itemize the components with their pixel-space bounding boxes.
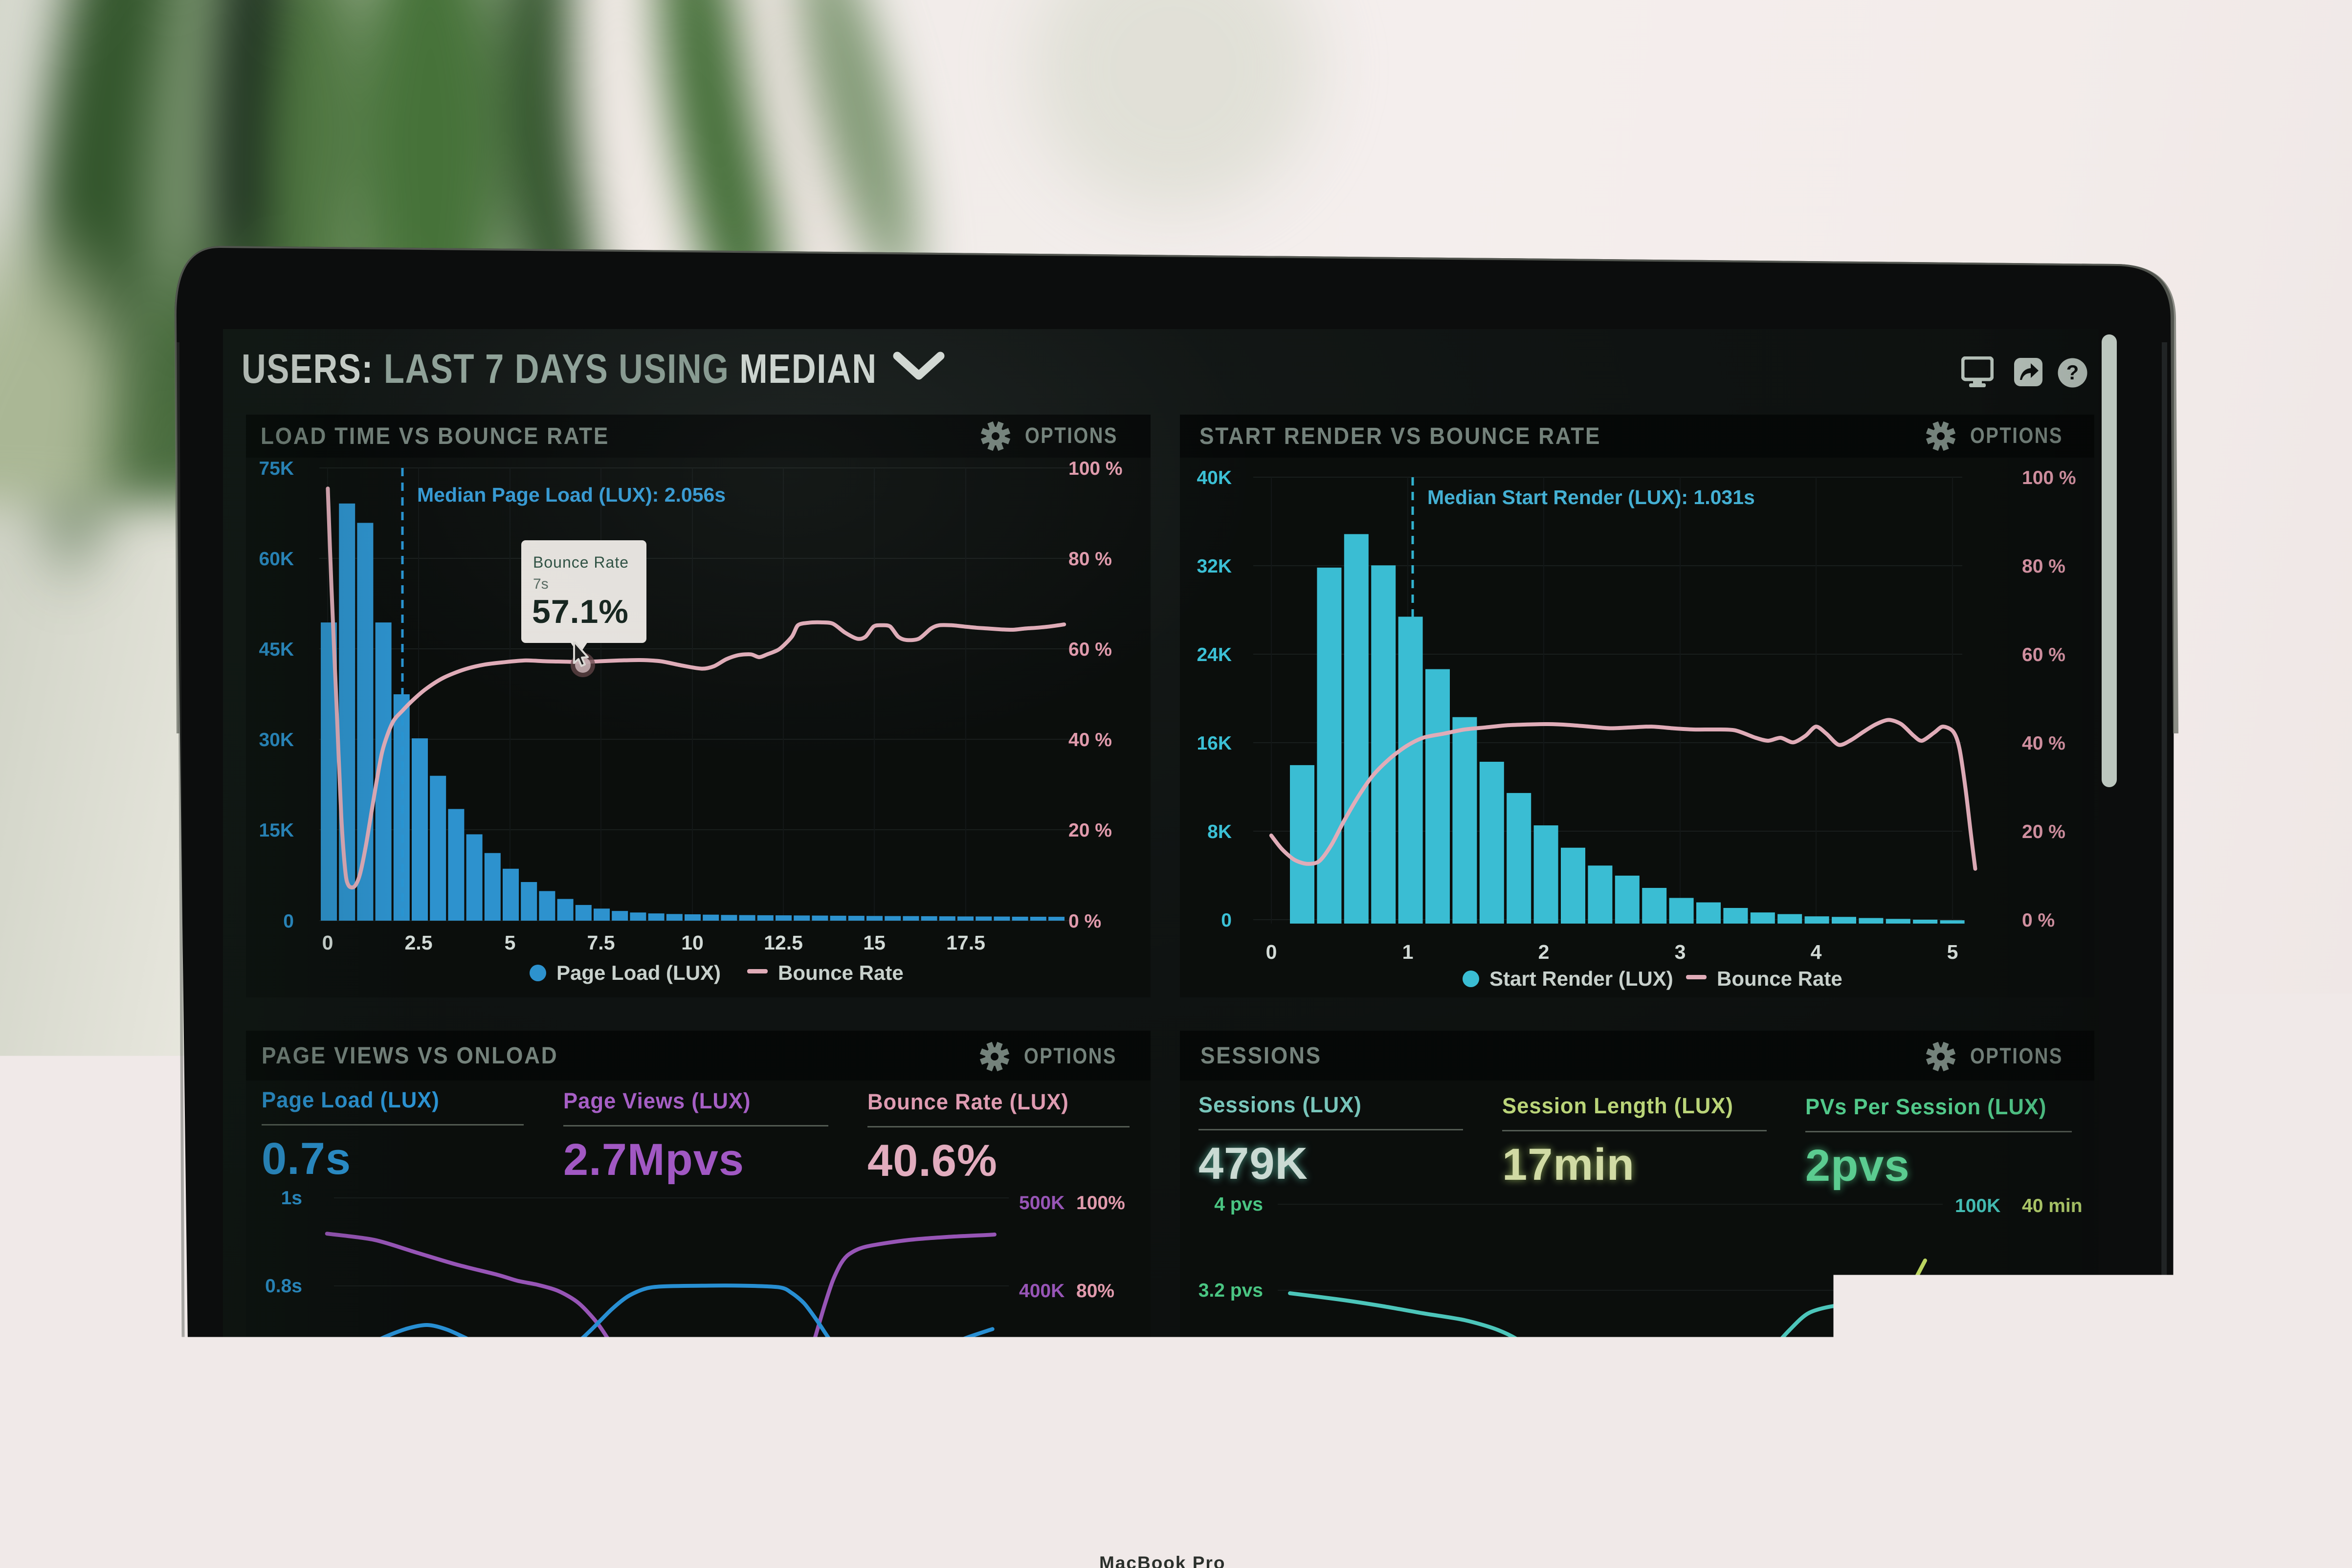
svg-text:20 %: 20 %	[2022, 821, 2065, 842]
svg-text:5: 5	[505, 931, 516, 954]
svg-text:0: 0	[1266, 941, 1277, 963]
svg-text:45K: 45K	[259, 639, 294, 660]
svg-text:80%: 80%	[1076, 1281, 1114, 1302]
svg-text:16K: 16K	[1197, 733, 1232, 754]
svg-text:4: 4	[2074, 1415, 2085, 1435]
svg-text:100 %: 100 %	[1068, 459, 1123, 479]
svg-text:80 %: 80 %	[1068, 549, 1112, 570]
svg-text:0: 0	[322, 931, 333, 954]
svg-text:20 %: 20 %	[1068, 820, 1112, 841]
svg-text:2: 2	[1538, 941, 1550, 963]
svg-text:40K: 40K	[1197, 467, 1232, 488]
svg-text:100%: 100%	[1076, 1193, 1125, 1214]
svg-text:8K: 8K	[1207, 821, 1232, 842]
svg-text:40K: 40K	[1955, 1456, 1990, 1477]
svg-text:Start Render (LUX): Start Render (LUX)	[1489, 967, 1673, 990]
svg-text:60K: 60K	[259, 549, 294, 570]
svg-text:60K: 60K	[1955, 1367, 1990, 1388]
svg-text:24K: 24K	[1197, 644, 1232, 665]
svg-text:0.4s: 0.4s	[265, 1448, 302, 1469]
svg-text:400K: 400K	[1019, 1281, 1065, 1302]
svg-text:75K: 75K	[259, 459, 294, 479]
svg-text:0 %: 0 %	[1068, 911, 1101, 932]
svg-text:0 %: 0 %	[2022, 910, 2055, 931]
svg-text:1s: 1s	[281, 1188, 302, 1209]
svg-text:60 %: 60 %	[1068, 639, 1112, 660]
svg-text:?: ?	[2066, 361, 2079, 384]
svg-text:Page Load (LUX): Page Load (LUX)	[556, 961, 721, 984]
svg-text:10: 10	[681, 931, 704, 954]
svg-text:0.6s: 0.6s	[265, 1365, 302, 1386]
svg-text:Bounce Rate: Bounce Rate	[778, 961, 904, 984]
svg-text:300K: 300K	[1019, 1367, 1065, 1388]
svg-text:Bounce Rate: Bounce Rate	[1717, 967, 1842, 990]
svg-text:80 %: 80 %	[2022, 556, 2065, 577]
svg-text:3: 3	[1675, 941, 1686, 963]
svg-text:24 min: 24 min	[2022, 1367, 2083, 1388]
svg-text:60%: 60%	[1076, 1367, 1114, 1388]
svg-text:40 %: 40 %	[1068, 729, 1112, 751]
svg-text:5: 5	[1947, 941, 1958, 963]
svg-text:2.4 pvs: 2.4 pvs	[1198, 1368, 1263, 1389]
svg-text:0.8s: 0.8s	[265, 1276, 302, 1297]
svg-text:40 %: 40 %	[2022, 733, 2065, 754]
svg-text:60 %: 60 %	[2022, 644, 2065, 665]
svg-text:500K: 500K	[1019, 1193, 1065, 1214]
svg-text:40%: 40%	[1076, 1453, 1114, 1474]
svg-text:40 min: 40 min	[2022, 1195, 2083, 1216]
svg-text:30K: 30K	[259, 729, 294, 751]
svg-text:2.5: 2.5	[405, 931, 433, 954]
svg-text:4 pvs: 4 pvs	[1214, 1194, 1263, 1215]
svg-text:200K: 200K	[1019, 1453, 1065, 1474]
svg-text:15: 15	[863, 931, 886, 954]
svg-text:0: 0	[283, 911, 294, 932]
svg-text:12.5: 12.5	[764, 931, 803, 954]
svg-text:17.5: 17.5	[946, 931, 985, 954]
svg-text:32 min: 32 min	[2022, 1282, 2083, 1303]
svg-text:3.2 pvs: 3.2 pvs	[1198, 1280, 1263, 1301]
svg-text:100K: 100K	[1955, 1195, 2000, 1216]
svg-text:Median Page Load (LUX): 2.056s: Median Page Load (LUX): 2.056s	[417, 484, 726, 506]
svg-text:80K: 80K	[1955, 1282, 1990, 1303]
svg-text:4: 4	[1811, 941, 1822, 963]
svg-text:Median Start Render (LUX): 1.0: Median Start Render (LUX): 1.031s	[1427, 486, 1755, 508]
svg-text:100 %: 100 %	[2022, 467, 2076, 488]
svg-text:7.5: 7.5	[587, 931, 615, 954]
svg-text:32K: 32K	[1197, 556, 1232, 577]
svg-text:1.6 pvs: 1.6 pvs	[1198, 1455, 1263, 1476]
svg-text:1: 1	[1402, 941, 1414, 963]
svg-text:0: 0	[1221, 910, 1232, 931]
svg-text:15K: 15K	[259, 820, 294, 841]
